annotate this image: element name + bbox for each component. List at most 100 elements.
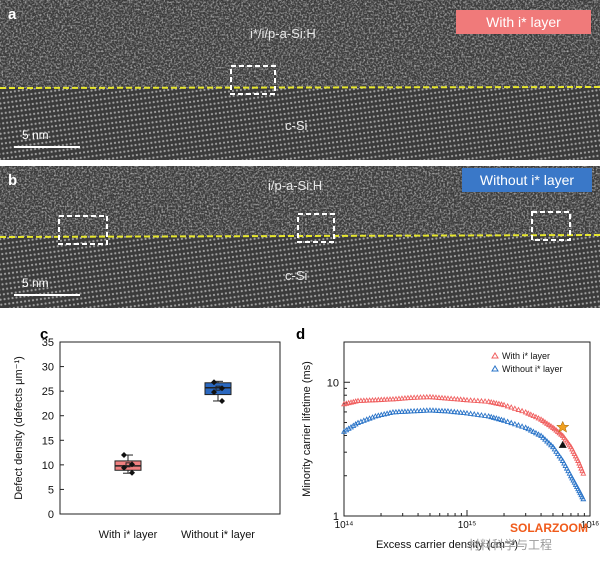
data-point <box>548 441 554 448</box>
data-point <box>121 464 127 471</box>
data-point <box>511 405 518 411</box>
data-point <box>532 429 539 436</box>
data-point <box>441 395 448 401</box>
bottom-layer-label-b: c-Si <box>285 268 308 283</box>
data-point <box>519 423 526 429</box>
scale-label-a: 5 nm <box>22 128 49 142</box>
data-point <box>451 395 458 402</box>
data-point <box>411 407 418 414</box>
data-point <box>501 401 507 408</box>
y-tick-label: 0 <box>48 509 54 521</box>
data-point <box>471 410 478 417</box>
data-point <box>515 422 522 428</box>
data-point <box>488 413 495 420</box>
data-point <box>384 396 391 402</box>
tem-panel-a: a i*/i/p-a-Si:H c-Si With i* layer 5 nm <box>0 0 600 160</box>
data-point <box>519 407 526 414</box>
x-tick-label: 10¹⁶ <box>581 520 600 531</box>
data-point <box>389 396 396 402</box>
data-point <box>566 470 573 476</box>
data-point <box>398 395 405 401</box>
y-axis-label: Minority carrier lifetime (ms) <box>301 361 313 497</box>
data-point <box>527 411 534 417</box>
data-point <box>427 393 433 400</box>
data-point <box>538 432 545 438</box>
data-point <box>427 407 433 413</box>
data-point <box>438 394 445 401</box>
data-point <box>355 397 361 403</box>
data-point <box>474 397 481 403</box>
data-point <box>527 427 534 433</box>
data-point <box>129 469 135 476</box>
data-point <box>407 394 414 400</box>
data-point <box>417 394 424 400</box>
watermark-brand: SOLARZOOM <box>510 521 588 535</box>
plot-frame <box>59 341 281 515</box>
data-point <box>495 415 502 422</box>
data-point <box>565 467 572 474</box>
data-point <box>343 426 350 433</box>
panel-d-label: d <box>296 326 306 343</box>
legend-marker <box>491 352 499 359</box>
panel-a-label: a <box>8 6 17 23</box>
data-point <box>435 407 442 413</box>
data-point <box>369 396 376 403</box>
data-point <box>398 408 405 414</box>
data-point <box>508 419 515 426</box>
data-point <box>540 434 547 440</box>
data-point <box>366 397 373 403</box>
panel-b-label: b <box>8 172 18 189</box>
top-layer-label-a: i*/i/p-a-Si:H <box>250 26 316 41</box>
data-point <box>474 411 481 417</box>
top-layer-label-b: i/p-a-Si:H <box>268 178 323 193</box>
data-point <box>535 431 542 437</box>
data-point <box>444 395 451 401</box>
data-point <box>490 399 497 405</box>
data-point <box>211 379 217 386</box>
data-point <box>515 406 522 412</box>
data-point <box>414 407 421 414</box>
data-point <box>478 397 485 404</box>
data-point <box>559 457 566 463</box>
data-point <box>420 394 427 400</box>
data-point <box>542 436 548 442</box>
data-point <box>562 462 569 469</box>
tem-panel-b: b i/p-a-Si:H c-Si Without i* layer 5 nm <box>0 166 600 308</box>
data-point <box>554 450 561 457</box>
data-point <box>544 438 550 444</box>
badge-without-layer: Without i* layer <box>462 168 592 192</box>
data-point <box>538 416 545 422</box>
y-tick-label: 30 <box>42 362 54 374</box>
data-point <box>404 408 411 414</box>
data-point <box>493 400 500 406</box>
data-point <box>401 395 408 401</box>
data-point <box>561 460 568 466</box>
data-point <box>530 428 537 434</box>
data-point <box>372 396 379 403</box>
data-point <box>485 413 492 419</box>
legend-marker <box>491 365 499 372</box>
data-point <box>448 395 455 401</box>
data-point <box>464 396 470 403</box>
data-point <box>544 420 550 426</box>
y-tick-label: 25 <box>42 386 54 398</box>
x-axis-label: Excess carrier density (cm⁻³) <box>376 539 518 551</box>
data-point <box>348 423 354 430</box>
data-point <box>553 448 560 454</box>
lifetime-chart: 10¹⁴ 10¹⁵ 10¹⁶ 1 10 Minority carrier lifetime… <box>301 341 600 551</box>
data-point <box>546 421 552 428</box>
data-point <box>548 423 554 429</box>
data-point <box>430 407 436 413</box>
data-point <box>375 396 382 403</box>
data-point <box>341 428 347 434</box>
data-point <box>423 393 430 400</box>
data-point <box>352 421 359 427</box>
y-tick-label: 1 <box>333 511 339 523</box>
x-category-label: Without i* layer <box>181 529 255 541</box>
data-point <box>433 394 439 400</box>
data-point <box>488 398 495 405</box>
data-point <box>498 401 505 407</box>
y-tick-label: 10 <box>327 377 339 389</box>
data-point <box>360 397 367 403</box>
star-marker <box>555 420 570 433</box>
